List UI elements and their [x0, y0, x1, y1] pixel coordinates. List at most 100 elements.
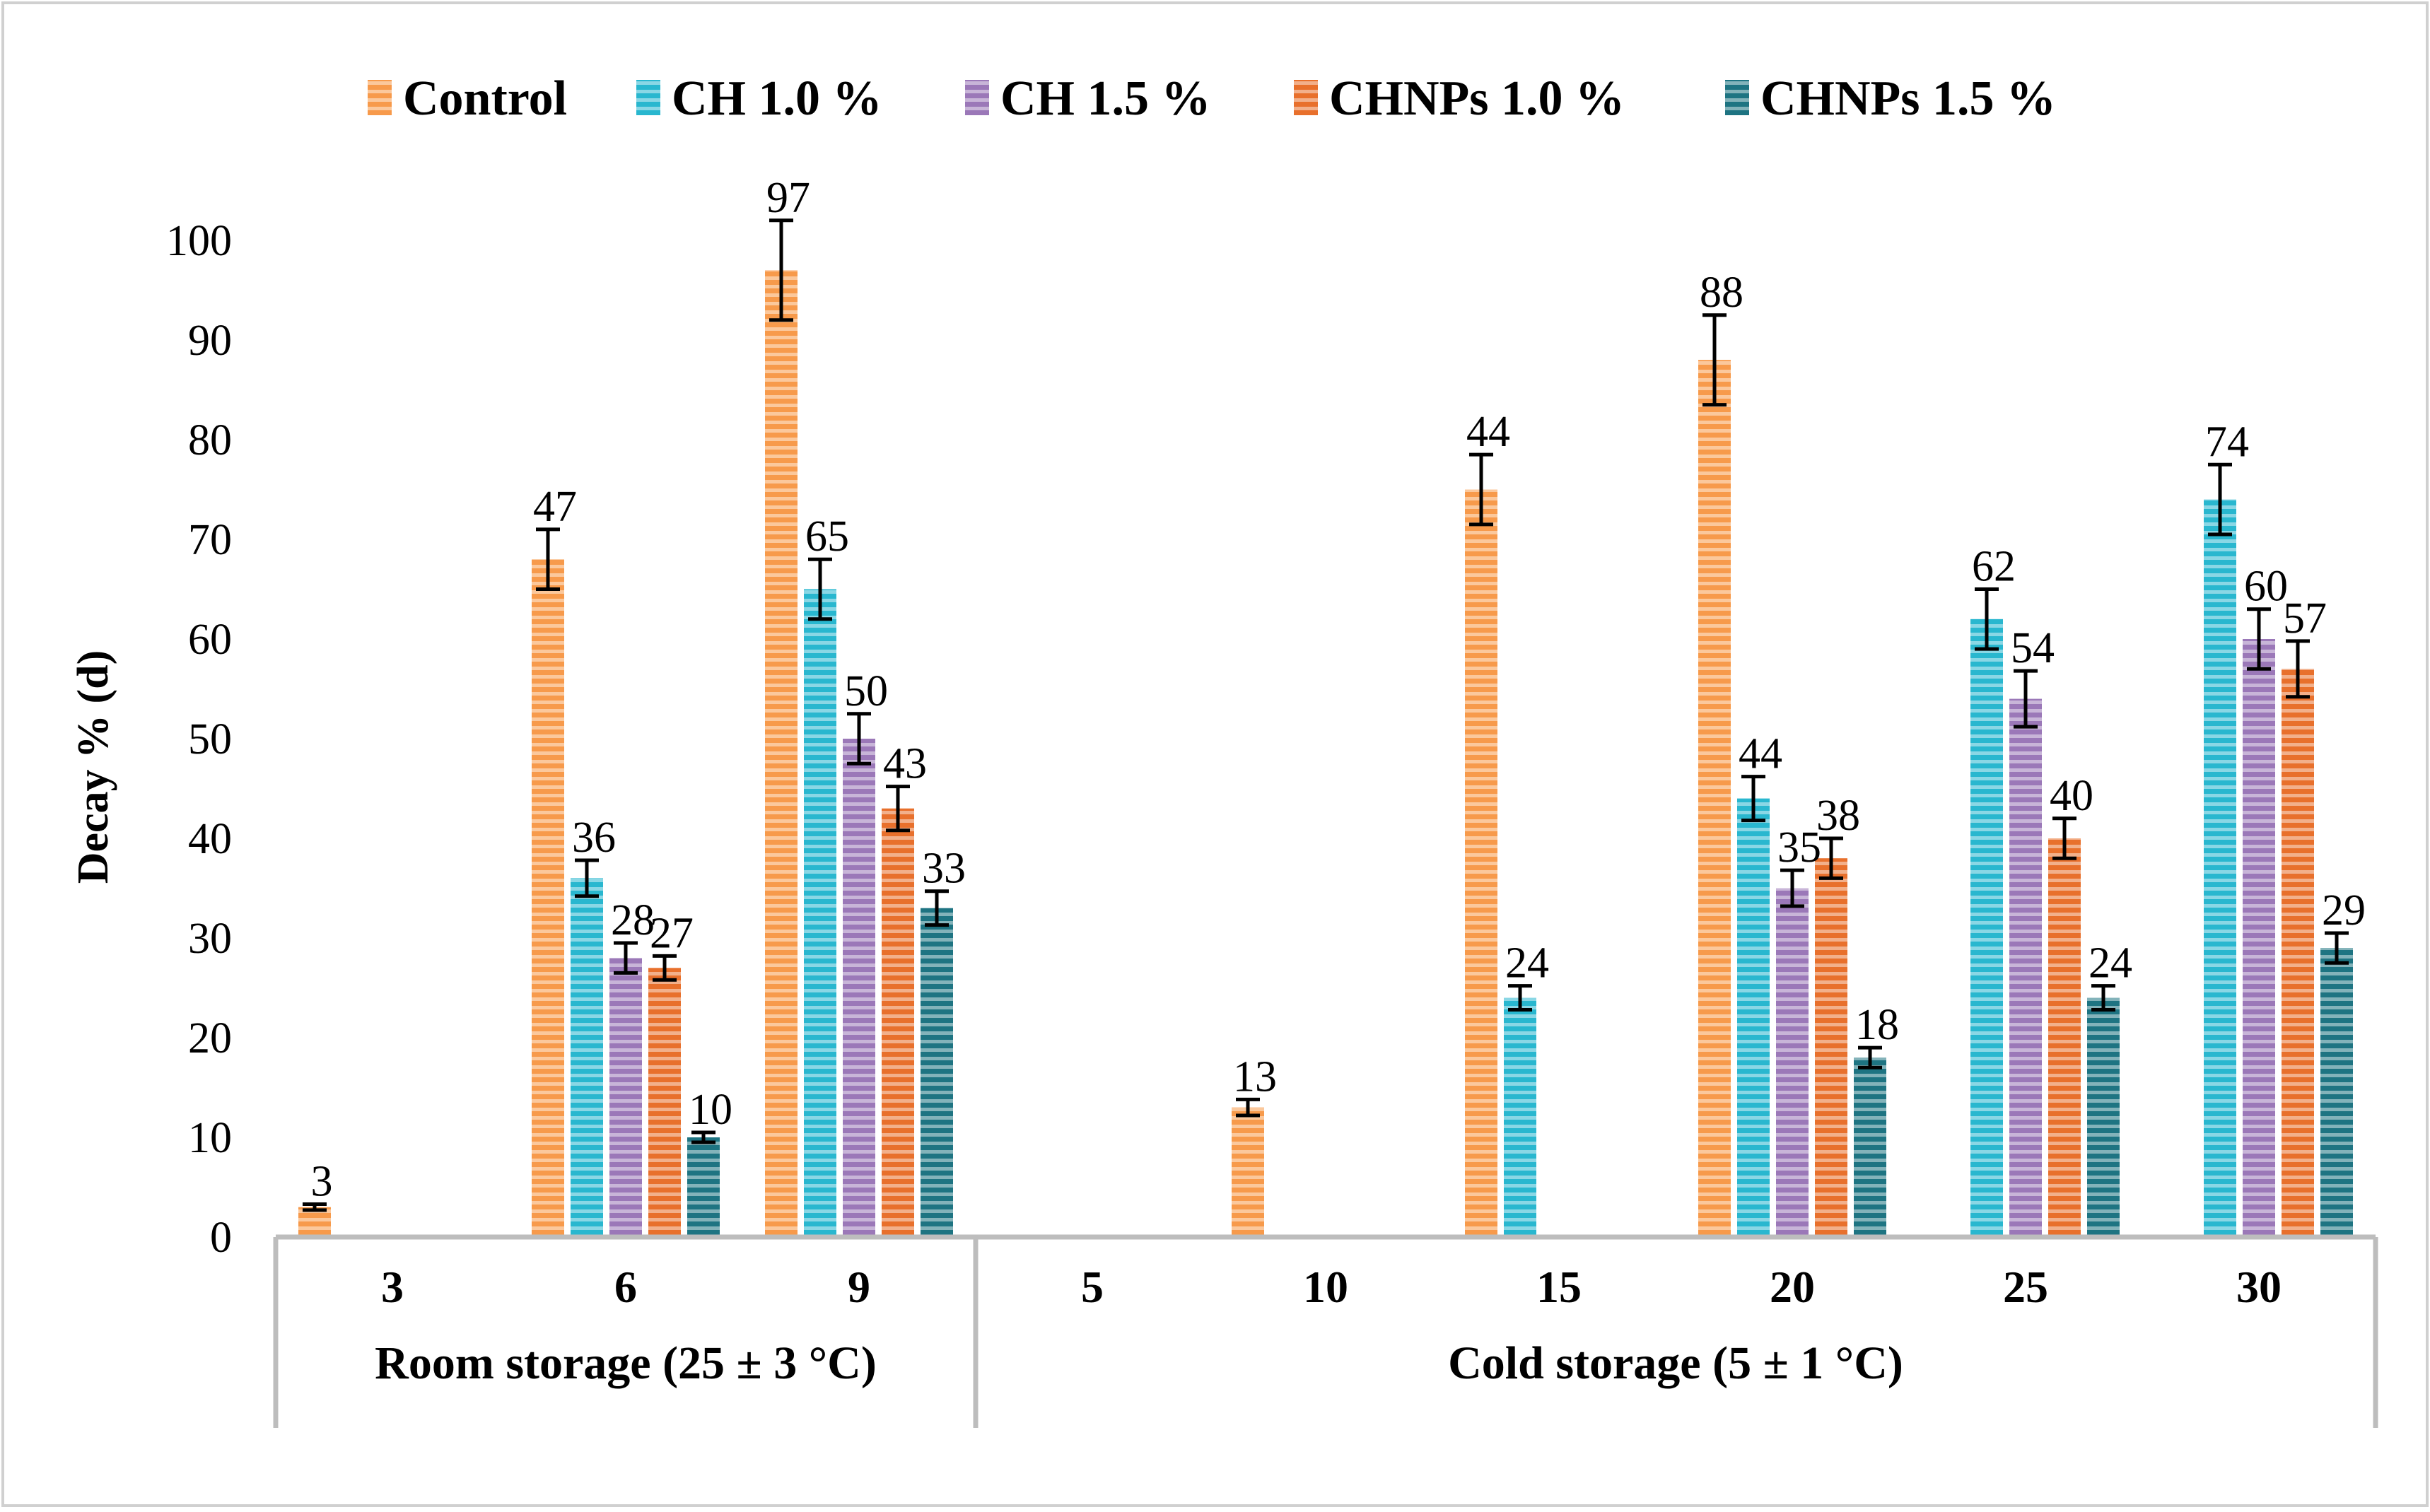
data-label: 10 — [689, 1086, 732, 1134]
legend: Control CH 1.0 % CH 1.5 % CHNPs 1.0 % CHNPs … — [368, 71, 2056, 126]
bar-stripes — [2320, 948, 2353, 1237]
x-tick-label: 25 — [2003, 1262, 2048, 1312]
error-bar — [614, 941, 638, 975]
data-label: 50 — [844, 667, 888, 715]
data-label: 88 — [1700, 269, 1743, 317]
error-bar — [2208, 462, 2232, 537]
legend-item: Control — [368, 71, 567, 126]
error-bar — [769, 218, 793, 322]
bar-stripes — [571, 878, 603, 1237]
bar-stripes — [648, 968, 681, 1237]
x-tick-label: 15 — [1536, 1262, 1582, 1312]
legend-label: CHNPs 1.0 % — [1329, 71, 1625, 126]
x-tick-label: 3 — [381, 1262, 404, 1312]
bar-stripes — [804, 589, 836, 1237]
y-tick-label: 50 — [188, 715, 232, 763]
bar-stripes — [765, 270, 798, 1237]
x-group-label: Cold storage (5 ± 1 °C) — [1448, 1337, 1903, 1389]
legend-item: CHNPs 1.5 % — [1725, 71, 2056, 126]
data-label: 97 — [766, 174, 810, 222]
data-label: 38 — [1816, 792, 1860, 840]
error-bar — [536, 527, 560, 591]
bar-stripes — [1232, 1107, 1264, 1237]
error-bar — [575, 858, 599, 898]
error-bar — [653, 954, 677, 982]
x-tick-label: 30 — [2236, 1262, 2282, 1312]
bar-stripes — [2009, 698, 2042, 1237]
y-tick-label: 20 — [188, 1014, 232, 1062]
data-label: 24 — [2089, 939, 2132, 988]
data-label: 40 — [2050, 772, 2093, 820]
legend-label: CH 1.5 % — [1000, 71, 1211, 126]
x-tick-label: 10 — [1303, 1262, 1348, 1312]
error-bar — [2052, 816, 2076, 860]
x-tick-label: 5 — [1081, 1262, 1104, 1312]
error-bar — [1236, 1097, 1260, 1118]
y-tick-label: 0 — [210, 1214, 232, 1262]
bar-stripes — [687, 1137, 720, 1237]
error-bars — [303, 218, 2349, 1212]
data-label: 29 — [2322, 886, 2366, 934]
error-bar — [886, 785, 910, 833]
bar-stripes — [1776, 888, 1809, 1237]
error-bar — [303, 1202, 327, 1212]
bar-stripes — [1737, 798, 1770, 1237]
bar-stripes — [843, 739, 875, 1237]
bar-stripes — [609, 958, 642, 1237]
x-tick-label: 20 — [1770, 1262, 1815, 1312]
data-label: 57 — [2283, 594, 2327, 643]
data-label: 24 — [1505, 939, 1549, 988]
bar-stripes — [1970, 619, 2003, 1237]
error-bar — [925, 889, 949, 927]
y-tick-label: 100 — [166, 217, 232, 265]
y-tick-label: 10 — [188, 1114, 232, 1162]
bar-stripes — [1815, 858, 1847, 1237]
data-label: 3 — [311, 1157, 333, 1205]
legend-swatch-stripes — [1725, 80, 1749, 115]
legend-swatch-stripes — [965, 80, 989, 115]
error-bar — [1702, 313, 1727, 407]
legend-item: CH 1.0 % — [636, 71, 882, 126]
x-tick-label: 6 — [614, 1262, 637, 1312]
data-label: 33 — [922, 845, 966, 893]
data-label: 44 — [1739, 730, 1782, 778]
legend-label: Control — [403, 71, 567, 126]
y-tick-label: 70 — [188, 516, 232, 564]
y-tick-label: 60 — [188, 616, 232, 664]
x-tick-label: 9 — [848, 1262, 870, 1312]
y-tick-label: 40 — [188, 815, 232, 863]
bar-stripes — [1698, 360, 1731, 1238]
error-bar — [847, 712, 871, 766]
data-label: 27 — [650, 909, 694, 957]
data-label: 54 — [2011, 624, 2055, 672]
error-bar — [1741, 775, 1765, 823]
error-bar — [1469, 452, 1493, 527]
bar-stripes — [1465, 489, 1497, 1237]
bar-stripes — [882, 808, 914, 1237]
data-label: 13 — [1233, 1053, 1277, 1101]
data-label: 36 — [572, 814, 616, 862]
bars — [298, 270, 2353, 1238]
error-bar — [1975, 587, 1999, 651]
data-label: 44 — [1466, 408, 1510, 456]
bar-stripes — [921, 908, 953, 1237]
error-bar — [808, 557, 832, 621]
bar-stripes — [2048, 838, 2081, 1237]
data-label: 65 — [805, 512, 849, 561]
error-bar — [1858, 1045, 1882, 1069]
error-bar — [2091, 984, 2115, 1012]
error-bar — [1819, 836, 1843, 880]
data-label: 60 — [2244, 563, 2288, 611]
x-axis: 3 6 9 5 10 15 20 25 30 Room storage (25 ± 3 °C) Co… — [273, 1234, 2378, 1428]
bar-stripes — [1854, 1057, 1886, 1237]
bar-stripes — [2243, 639, 2275, 1237]
bar-stripes — [532, 559, 564, 1237]
y-tick-label: 30 — [188, 915, 232, 963]
error-bar — [1780, 868, 1804, 908]
legend-item: CH 1.5 % — [965, 71, 1211, 126]
data-label: 18 — [1855, 1001, 1899, 1049]
x-group-label: Room storage (25 ± 3 °C) — [375, 1337, 877, 1389]
